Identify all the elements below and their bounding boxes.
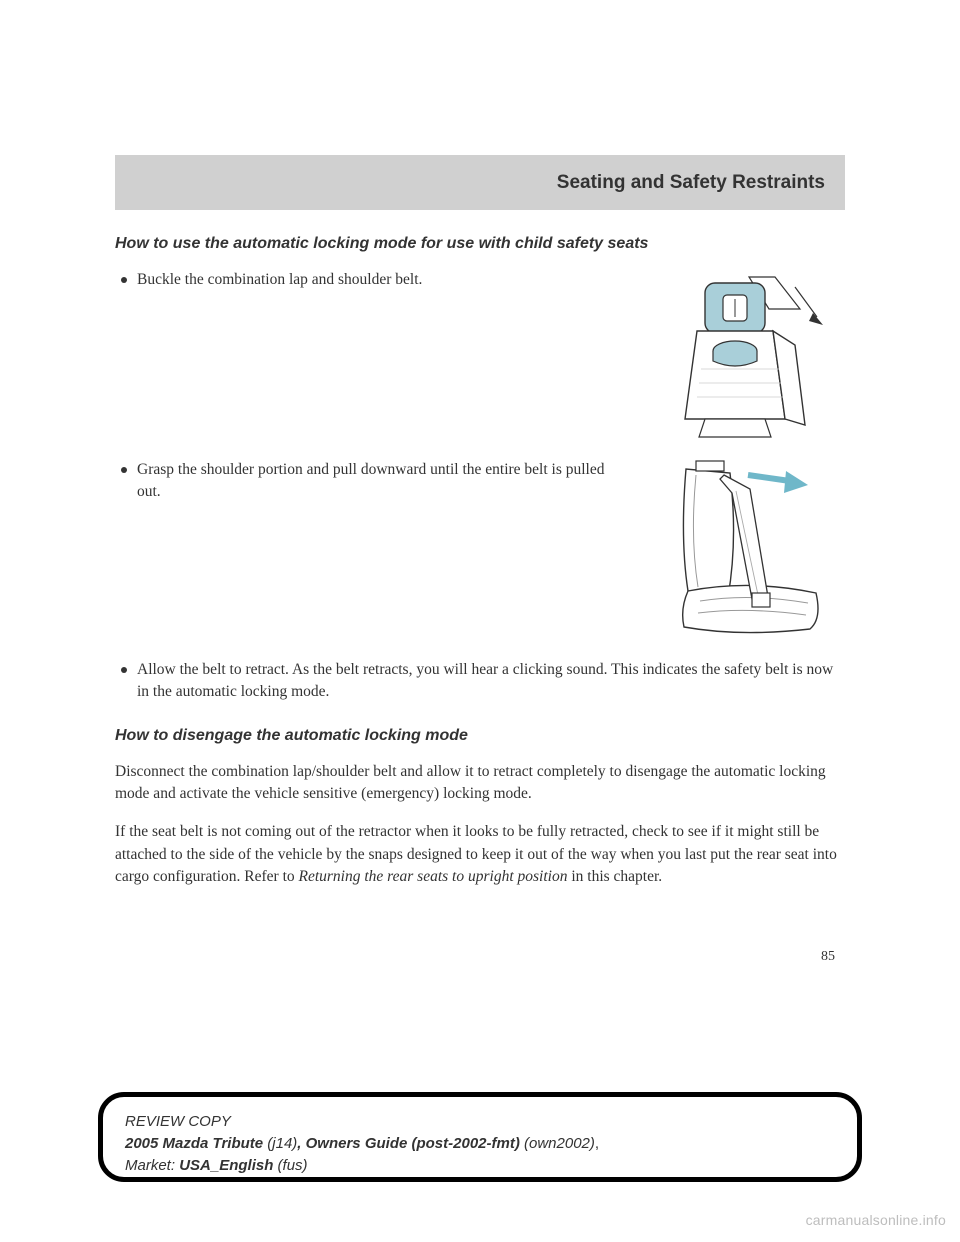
chapter-title: Seating and Safety Restraints	[557, 172, 825, 194]
page-number: 85	[115, 949, 845, 965]
bullet-dot-icon	[121, 467, 127, 473]
figure-buckle	[635, 269, 845, 439]
bullet-2-textcol: Grasp the shoulder portion and pull down…	[115, 459, 635, 504]
bullet-item-3: Allow the belt to retract. As the belt r…	[115, 659, 845, 704]
bullet-dot-icon	[121, 277, 127, 283]
bullet-dot-icon	[121, 667, 127, 673]
seat-illustration	[640, 459, 840, 639]
page-content: Seating and Safety Restraints How to use…	[115, 155, 845, 965]
footer-guide-code: (own2002)	[520, 1135, 595, 1152]
footer-review: REVIEW COPY	[125, 1111, 835, 1133]
footer-guide: , Owners Guide (post-2002-fmt)	[297, 1135, 520, 1152]
para-2-ref: Returning the rear seats to upright posi…	[299, 868, 568, 885]
footer-model: 2005 Mazda Tribute	[125, 1135, 263, 1152]
bullet-item-1: Buckle the combination lap and shoulder …	[115, 269, 625, 291]
bullet-item-2: Grasp the shoulder portion and pull down…	[115, 459, 625, 504]
chapter-banner: Seating and Safety Restraints	[115, 155, 845, 210]
footer-line-2: 2005 Mazda Tribute (j14), Owners Guide (…	[125, 1133, 835, 1155]
para-2-post: in this chapter.	[567, 868, 662, 885]
footer-line-3: Market: USA_English (fus)	[125, 1155, 835, 1177]
bullet-2-text: Grasp the shoulder portion and pull down…	[137, 459, 625, 504]
bullet-3-text: Allow the belt to retract. As the belt r…	[137, 659, 845, 704]
footer-model-code: (j14)	[263, 1135, 297, 1152]
bullet-row-1: Buckle the combination lap and shoulder …	[115, 269, 845, 439]
footer-market-label: Market:	[125, 1157, 179, 1174]
section-2-heading: How to disengage the automatic locking m…	[115, 726, 845, 747]
section-1-heading: How to use the automatic locking mode fo…	[115, 234, 845, 255]
figure-seat	[635, 459, 845, 639]
watermark: carmanualsonline.info	[806, 1212, 946, 1228]
para-2: If the seat belt is not coming out of th…	[115, 821, 845, 888]
footer-market-code: (fus)	[273, 1157, 307, 1174]
footer-box: REVIEW COPY 2005 Mazda Tribute (j14), Ow…	[98, 1092, 862, 1182]
bullet-1-textcol: Buckle the combination lap and shoulder …	[115, 269, 635, 291]
footer-market: USA_English	[179, 1157, 273, 1174]
para-1: Disconnect the combination lap/shoulder …	[115, 761, 845, 806]
buckle-illustration	[645, 269, 835, 439]
bullet-row-2: Grasp the shoulder portion and pull down…	[115, 459, 845, 639]
bullet-1-text: Buckle the combination lap and shoulder …	[137, 269, 422, 291]
